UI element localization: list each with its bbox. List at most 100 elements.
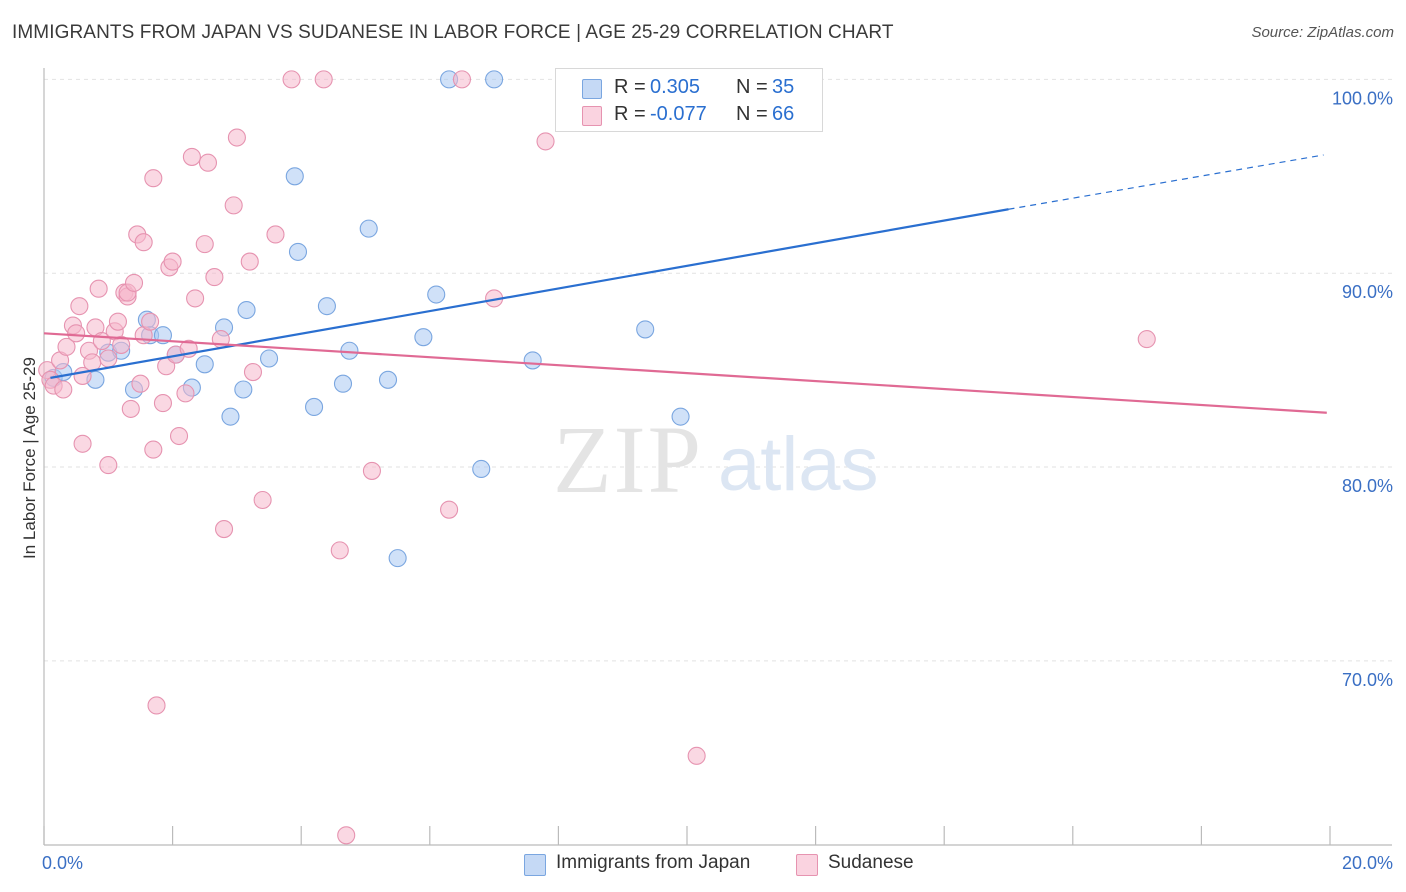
trend-lines [43, 154, 1327, 414]
japan-point [427, 285, 446, 304]
japan-point [234, 380, 253, 399]
sudanese-point [153, 394, 173, 413]
sudanese-point [227, 128, 246, 147]
japan-point [285, 167, 304, 186]
japan-point [195, 355, 214, 374]
sudanese-point [144, 440, 163, 459]
sudanese-point [108, 312, 127, 331]
sudanese-point [243, 363, 263, 382]
bottom-legend-label-sudanese: Sudanese [828, 852, 914, 873]
sudanese-point [282, 70, 301, 89]
watermark: ZIP atlas [553, 406, 879, 513]
sudanese-point [99, 456, 118, 475]
bottom-legend-swatch-sudanese [796, 854, 818, 876]
sudanese-point [186, 289, 205, 308]
sudanese-point [330, 541, 349, 560]
sudanese-point [536, 132, 555, 151]
sudanese-point [224, 196, 243, 215]
bottom-legend-label-japan: Immigrants from Japan [556, 852, 751, 873]
sudanese-point [205, 268, 224, 287]
sudanese-point [253, 490, 272, 510]
chart-title: IMMIGRANTS FROM JAPAN VS SUDANESE IN LAB… [12, 22, 894, 43]
japan-point [317, 297, 336, 316]
sudanese-point [131, 374, 150, 393]
japan-point [414, 328, 433, 347]
sudanese-point [176, 384, 195, 403]
sudanese-point [83, 353, 102, 372]
sudanese-point [70, 297, 89, 316]
sudanese-point [452, 70, 472, 89]
legend-n-value-japan: 35 [772, 76, 795, 98]
legend-r-label: R = [614, 103, 646, 125]
bottom-legend-swatch-japan [524, 854, 546, 876]
legend-r-value-japan: 0.305 [650, 76, 701, 98]
axes [43, 68, 1392, 846]
watermark-atlas: atlas [718, 422, 879, 507]
legend-r-label: R = [614, 76, 646, 98]
sudanese-point [134, 233, 153, 252]
japan-trend-line [50, 208, 1009, 379]
legend-n-label: N = [736, 103, 768, 125]
correlation-legend: R = 0.305 N = 35 R = -0.077 N = 66 [555, 68, 823, 132]
sudanese-point [195, 235, 214, 254]
japan-trend-extension [1008, 154, 1324, 210]
japan-point [340, 341, 359, 360]
data-points [38, 70, 1156, 845]
y-tick-label: 80.0% [1342, 476, 1393, 496]
japan-point [636, 320, 655, 339]
sudanese-point [240, 252, 259, 271]
sudanese-point [144, 169, 163, 188]
y-tick-label: 100.0% [1332, 88, 1393, 108]
sudanese-trend-line [43, 332, 1327, 414]
sudanese-point [141, 312, 160, 331]
sudanese-point [687, 746, 706, 765]
sudanese-point [337, 826, 356, 845]
legend-r-value-sudanese: -0.077 [650, 103, 707, 125]
sudanese-point [314, 70, 333, 89]
legend-n-label: N = [736, 76, 768, 98]
sudanese-point [169, 426, 189, 446]
japan-point [472, 459, 491, 479]
sudanese-point [121, 399, 140, 418]
source-label: Source: ZipAtlas.com [1251, 24, 1394, 41]
legend-n-value-sudanese: 66 [772, 103, 795, 125]
sudanese-point [112, 335, 131, 354]
sudanese-point [57, 337, 76, 356]
japan-point [333, 374, 353, 393]
sudanese-point [362, 461, 381, 480]
sudanese-point [440, 500, 459, 519]
legend-swatch-japan [582, 79, 602, 99]
sudanese-point [89, 279, 108, 298]
sudanese-point [182, 147, 201, 166]
sudanese-point [73, 434, 92, 453]
japan-point [671, 407, 690, 426]
sudanese-point [99, 349, 118, 368]
sudanese-point [147, 696, 166, 715]
japan-point [305, 397, 324, 417]
legend-row-japan: R = 0.305 N = 35 [556, 74, 822, 100]
japan-point [378, 370, 398, 389]
japan-point [359, 219, 378, 238]
sudanese-point [1137, 330, 1156, 349]
japan-point [288, 242, 308, 261]
japan-point [259, 349, 279, 368]
legend-swatch-sudanese [582, 106, 602, 126]
tick-labels: 100.0% 90.0% 80.0% 70.0% 0.0% 20.0% [42, 88, 1393, 873]
sudanese-point [54, 380, 73, 399]
x-tick-label: 20.0% [1342, 853, 1393, 873]
japan-point [388, 549, 407, 568]
sudanese-point [266, 225, 285, 244]
sudanese-point [163, 252, 182, 271]
y-tick-label: 90.0% [1342, 282, 1393, 302]
japan-point [485, 70, 504, 89]
y-axis-title: In Labor Force | Age 25-29 [20, 357, 39, 559]
japan-point [221, 407, 240, 426]
japan-point [523, 351, 542, 370]
sudanese-point [214, 520, 234, 539]
japan-point [237, 300, 256, 320]
x-tick-label: 0.0% [42, 853, 83, 873]
legend-row-sudanese: R = -0.077 N = 66 [556, 101, 822, 127]
sudanese-point [124, 273, 144, 292]
sudanese-point [67, 324, 86, 343]
